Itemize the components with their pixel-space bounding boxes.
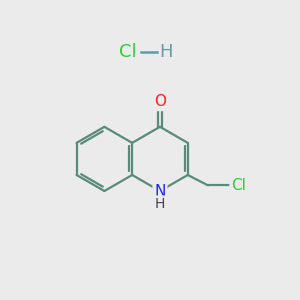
Text: Cl: Cl (231, 178, 246, 193)
Text: H: H (159, 43, 172, 61)
Text: H: H (155, 197, 165, 211)
Text: Cl: Cl (119, 43, 136, 61)
Text: O: O (154, 94, 166, 110)
Text: N: N (154, 184, 166, 199)
